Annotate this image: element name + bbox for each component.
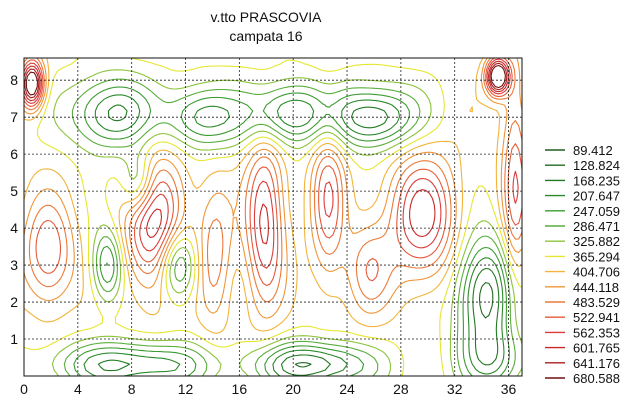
x-tick-label: 28 [393, 381, 409, 397]
contour-lines [23, 57, 523, 377]
x-tick-label: 16 [232, 381, 248, 397]
legend-item: 404.706 [545, 265, 620, 280]
legend-item: 601.765 [545, 341, 620, 356]
x-tick-label: 20 [285, 381, 301, 397]
y-tick-label: 6 [10, 146, 18, 162]
x-tick-label: 24 [339, 381, 355, 397]
legend-item: 444.118 [545, 280, 619, 295]
legend-label: 365.294 [573, 249, 620, 264]
contour-line [23, 60, 509, 245]
contour-line [97, 104, 500, 376]
legend-label: 207.647 [573, 189, 620, 204]
contour-line [294, 282, 494, 368]
legend-label: 444.118 [573, 280, 619, 295]
chart-subtitle: campata 16 [229, 28, 302, 44]
x-tick-label: 12 [178, 381, 194, 397]
contour-line [23, 58, 519, 269]
legend-label: 325.882 [573, 234, 620, 249]
legend-item: 128.824 [545, 158, 620, 173]
y-tick-label: 4 [10, 220, 18, 236]
y-tick-label: 1 [10, 331, 18, 347]
legend-label: 601.765 [573, 341, 620, 356]
legend-label: 483.529 [573, 295, 620, 310]
x-axis-ticks: 0 4 8 12 16 20 24 28 32 36 [20, 381, 516, 397]
y-tick-label: 8 [10, 72, 18, 88]
legend-label: 680.588 [573, 371, 620, 386]
legend-label: 286.471 [573, 219, 620, 234]
grid-lines [24, 58, 522, 376]
legend-item: 562.353 [545, 325, 620, 340]
legend: 89.412128.824168.235207.647247.059286.47… [545, 143, 620, 386]
legend-item: 680.588 [545, 371, 620, 386]
legend-item: 247.059 [545, 204, 620, 219]
legend-item: 168.235 [545, 173, 620, 188]
contour-line [83, 94, 505, 377]
y-tick-label: 7 [10, 109, 18, 125]
chart-title: v.tto PRASCOVIA [211, 9, 323, 25]
legend-label: 562.353 [573, 325, 620, 340]
legend-item: 522.941 [545, 310, 620, 325]
contour-line [25, 64, 506, 96]
legend-item: 286.471 [545, 219, 620, 234]
x-tick-label: 0 [20, 381, 28, 397]
x-tick-label: 32 [447, 381, 463, 397]
legend-label: 89.412 [573, 143, 613, 158]
x-tick-label: 36 [501, 381, 517, 397]
legend-item: 89.412 [545, 143, 613, 158]
contour-line [51, 69, 523, 377]
y-tick-label: 5 [10, 183, 18, 199]
contour-line [23, 57, 523, 303]
x-tick-label: 4 [74, 381, 82, 397]
contour-line [23, 57, 523, 377]
contour-line [24, 62, 508, 99]
legend-label: 522.941 [573, 310, 620, 325]
legend-item: 641.176 [545, 356, 620, 371]
legend-label: 641.176 [573, 356, 620, 371]
y-tick-label: 2 [10, 294, 18, 310]
legend-item: 207.647 [545, 189, 620, 204]
y-tick-label: 3 [10, 257, 18, 273]
legend-item: 483.529 [545, 295, 620, 310]
y-axis-ticks: 1 2 3 4 5 6 7 8 [10, 72, 18, 347]
contour-line [63, 78, 516, 377]
legend-label: 168.235 [573, 173, 620, 188]
legend-label: 247.059 [573, 204, 620, 219]
legend-label: 404.706 [573, 265, 620, 280]
legend-label: 128.824 [573, 158, 620, 173]
plot-frame [23, 57, 523, 377]
contour-line [23, 57, 523, 319]
legend-item: 325.882 [545, 234, 620, 249]
x-tick-label: 8 [128, 381, 136, 397]
legend-item: 365.294 [545, 249, 620, 264]
